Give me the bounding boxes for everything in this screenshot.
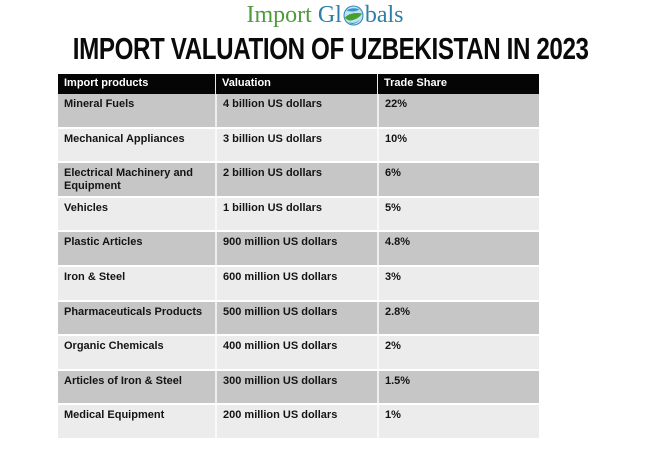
table-cell-valuation: 400 million US dollars: [215, 336, 377, 369]
logo: Import Gl bals: [0, 1, 650, 33]
import-table: Import products Valuation Trade Share Mi…: [58, 74, 539, 440]
table-row: Pharmaceuticals Products 500 million US …: [58, 301, 539, 337]
table-row: Mechanical Appliances 3 billion US dolla…: [58, 128, 539, 164]
table-row: Electrical Machinery and Equipment 2 bil…: [58, 163, 539, 198]
table-cell-product: Electrical Machinery and Equipment: [64, 167, 193, 193]
column-header-trade-share: Trade Share: [377, 74, 539, 94]
table-cell-trade-share: 1.5%: [377, 370, 539, 404]
table-cell-trade-share: 2.8%: [377, 301, 539, 335]
table-cell-valuation: 500 million US dollars: [215, 301, 377, 335]
table-row: Articles of Iron & Steel 300 million US …: [58, 370, 539, 406]
table-cell-trade-share: 5%: [377, 197, 539, 231]
table-cell-valuation: 900 million US dollars: [215, 232, 377, 265]
table-cell-valuation: 4 billion US dollars: [215, 94, 377, 127]
table-row: Medical Equipment 200 million US dollars…: [58, 405, 539, 440]
table-row: Iron & Steel 600 million US dollars 3%: [58, 266, 539, 302]
table-cell-trade-share: 22%: [377, 94, 539, 127]
table-cell-product: Iron & Steel: [64, 270, 126, 283]
table-cell-product: Plastic Articles: [64, 236, 143, 249]
table-cell-valuation: 600 million US dollars: [215, 266, 377, 300]
table-cell-trade-share: 4.8%: [377, 232, 539, 265]
table-cell-product: Mechanical Appliances: [64, 132, 185, 145]
table-row: Plastic Articles 900 million US dollars …: [58, 232, 539, 267]
table-cell-trade-share: 6%: [377, 163, 539, 196]
table-cell-product: Vehicles: [64, 201, 109, 214]
logo-text-globals-prefix: Gl: [317, 2, 342, 28]
table-cell-product: Pharmaceuticals Products: [64, 305, 203, 318]
table-cell-valuation: 300 million US dollars: [215, 370, 377, 404]
table-cell-valuation: 3 billion US dollars: [215, 128, 377, 162]
table-cell-product: Organic Chemicals: [64, 340, 164, 353]
table-cell-valuation: 1 billion US dollars: [215, 197, 377, 231]
table-cell-product: Mineral Fuels: [64, 98, 135, 110]
table-row: Vehicles 1 billion US dollars 5%: [58, 197, 539, 233]
table-cell-valuation: 2 billion US dollars: [215, 163, 377, 196]
column-header-valuation: Valuation: [215, 74, 377, 94]
page-title: IMPORT VALUATION OF UZBEKISTAN IN 2023: [0, 30, 650, 67]
logo-text-globals-suffix: bals: [364, 2, 404, 28]
table-cell-product: Articles of Iron & Steel: [64, 374, 182, 387]
column-header-import-products: Import products: [64, 77, 149, 89]
table-body: Mineral Fuels 4 billion US dollars 22% M…: [58, 94, 539, 440]
table-cell-trade-share: 3%: [377, 266, 539, 300]
table-cell-valuation: 200 million US dollars: [215, 405, 377, 438]
table-header-row: Import products Valuation Trade Share: [58, 74, 539, 94]
table-cell-trade-share: 10%: [377, 128, 539, 162]
table-row: Mineral Fuels 4 billion US dollars 22%: [58, 94, 539, 129]
table-cell-product: Medical Equipment: [64, 409, 165, 422]
page-title-text: IMPORT VALUATION OF UZBEKISTAN IN 2023: [72, 31, 589, 66]
logo-text-import: Import: [246, 2, 312, 28]
table-row: Organic Chemicals 400 million US dollars…: [58, 336, 539, 371]
table-cell-trade-share: 2%: [377, 336, 539, 369]
table-cell-trade-share: 1%: [377, 405, 539, 438]
globe-icon: [343, 5, 364, 33]
